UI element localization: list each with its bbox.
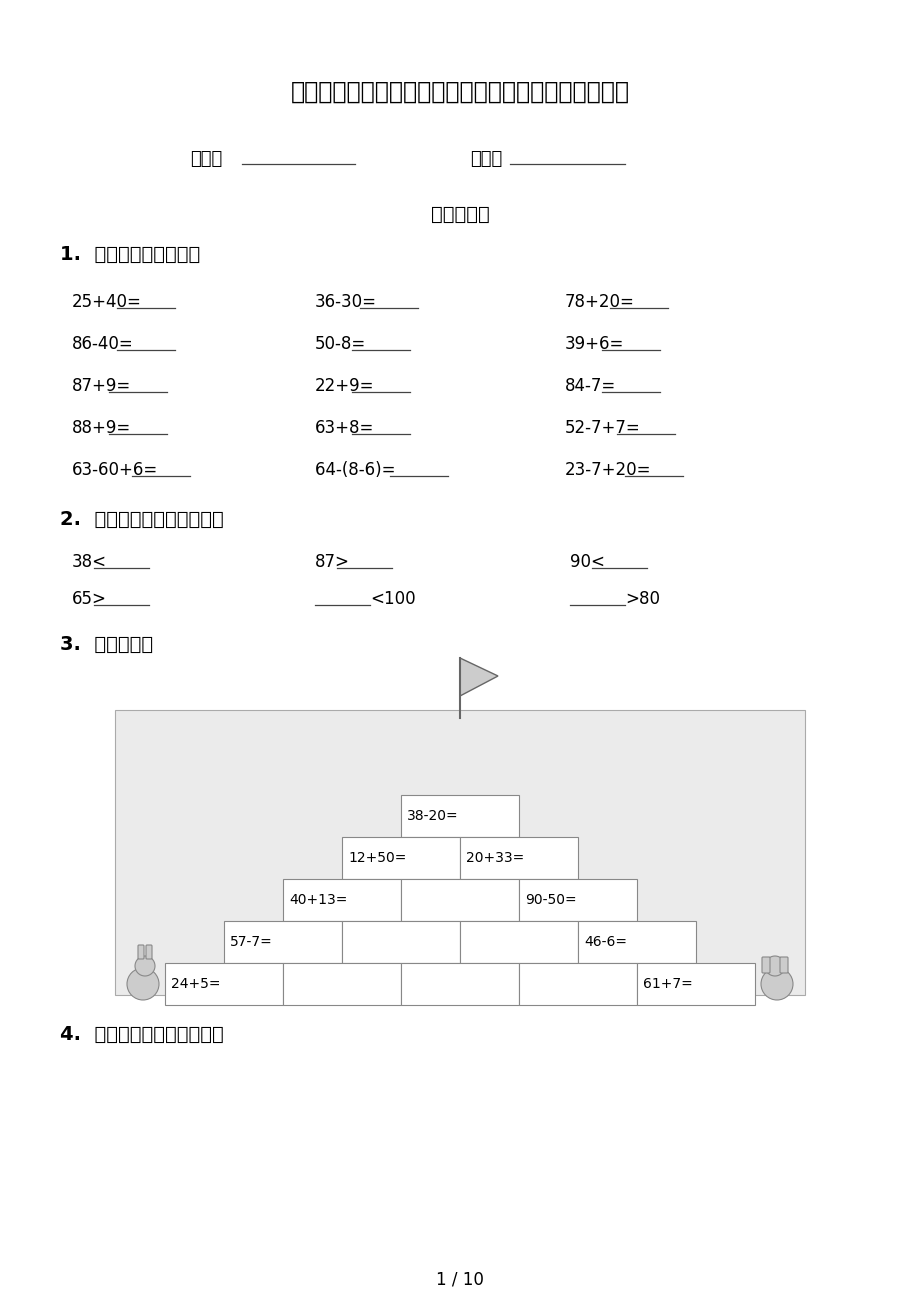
Text: 64-(8-6)=: 64-(8-6)= [314,461,401,479]
Text: 86-40=: 86-40= [72,335,133,353]
Circle shape [765,956,784,976]
Text: 84-7=: 84-7= [564,378,616,395]
Text: 38-20=: 38-20= [406,809,459,823]
Polygon shape [460,658,497,697]
Text: 24+5=: 24+5= [171,976,221,991]
Text: 78+20=: 78+20= [564,293,634,311]
FancyBboxPatch shape [146,945,152,960]
FancyBboxPatch shape [401,963,518,1005]
FancyBboxPatch shape [460,921,577,963]
FancyBboxPatch shape [138,945,144,960]
FancyBboxPatch shape [460,837,577,879]
Circle shape [127,967,159,1000]
Text: 36-30=: 36-30= [314,293,377,311]
Text: 63+8=: 63+8= [314,419,374,437]
Text: 87>: 87> [314,553,349,572]
Text: 4.  用小棒摆一摆，算一算。: 4. 用小棒摆一摆，算一算。 [60,1025,223,1044]
Text: 61+7=: 61+7= [642,976,692,991]
FancyBboxPatch shape [636,963,754,1005]
FancyBboxPatch shape [283,963,401,1005]
FancyBboxPatch shape [577,921,696,963]
Text: 38<: 38< [72,553,107,572]
FancyBboxPatch shape [779,957,788,973]
FancyBboxPatch shape [342,837,460,879]
Text: 23-7+20=: 23-7+20= [564,461,651,479]
Text: 63-60+6=: 63-60+6= [72,461,158,479]
Text: 22+9=: 22+9= [314,378,374,395]
FancyBboxPatch shape [165,963,283,1005]
Text: 一年级数学下学期期中知识点分类整理复习精编新课标: 一年级数学下学期期中知识点分类整理复习精编新课标 [290,79,629,104]
FancyBboxPatch shape [518,879,636,921]
Text: 39+6=: 39+6= [564,335,624,353]
Text: 88+9=: 88+9= [72,419,131,437]
Text: 2.  在横线上填上合适的数。: 2. 在横线上填上合适的数。 [60,510,223,529]
Text: 20+33=: 20+33= [466,852,524,865]
Text: 90-50=: 90-50= [525,893,576,907]
FancyBboxPatch shape [401,796,518,837]
Text: 3.  逐一计算。: 3. 逐一计算。 [60,635,153,654]
FancyBboxPatch shape [401,879,518,921]
FancyBboxPatch shape [115,710,804,995]
Text: 52-7+7=: 52-7+7= [564,419,640,437]
FancyBboxPatch shape [283,879,401,921]
Text: 40+13=: 40+13= [289,893,347,907]
Text: <100: <100 [369,590,415,608]
Text: >80: >80 [624,590,659,608]
Text: 46-6=: 46-6= [584,935,627,949]
Text: 65>: 65> [72,590,107,608]
Text: 87+9=: 87+9= [72,378,131,395]
Text: 25+40=: 25+40= [72,293,142,311]
Text: 1.  看谁算的又快又准。: 1. 看谁算的又快又准。 [60,245,200,264]
Text: 1 / 10: 1 / 10 [436,1269,483,1288]
Text: 57-7=: 57-7= [230,935,272,949]
Text: 50-8=: 50-8= [314,335,366,353]
Text: 班级：: 班级： [190,150,222,168]
FancyBboxPatch shape [223,921,342,963]
Text: 90<: 90< [570,553,605,572]
Text: 姓名：: 姓名： [470,150,502,168]
FancyBboxPatch shape [342,921,460,963]
Text: 基础计算题: 基础计算题 [430,204,489,224]
FancyBboxPatch shape [761,957,769,973]
FancyBboxPatch shape [518,963,636,1005]
Circle shape [760,967,792,1000]
Text: 12+50=: 12+50= [347,852,406,865]
Circle shape [135,956,154,976]
